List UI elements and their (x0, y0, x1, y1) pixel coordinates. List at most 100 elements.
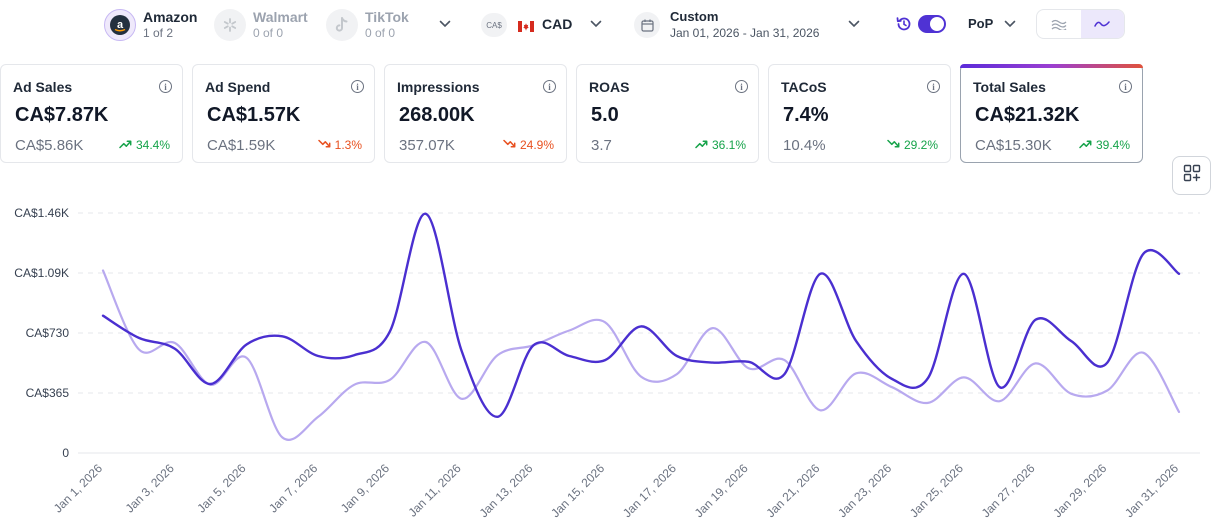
info-icon[interactable]: i (1119, 80, 1132, 93)
metric-change-percent: 24.9% (519, 138, 554, 152)
add-widget-icon (1183, 164, 1201, 187)
x-axis-tick-label: Jan 21, 2026 (763, 461, 822, 520)
chart-style-switch (1036, 9, 1125, 39)
metric-change-percent: 29.2% (903, 138, 938, 152)
x-axis-tick-label: Jan 11, 2026 (405, 461, 464, 520)
metric-change: 29.2% (887, 138, 938, 152)
y-axis-tick-label: CA$365 (26, 386, 70, 400)
metric-previous-value: 10.4% (783, 137, 826, 154)
x-axis-tick-label: Jan 19, 2026 (692, 461, 751, 520)
date-range-label[interactable]: Jan 01, 2026 - Jan 31, 2026 (670, 26, 820, 40)
y-axis-tick-label: CA$1.46K (14, 206, 69, 220)
metric-value: 7.4% (783, 104, 829, 126)
trend-down-icon (317, 138, 331, 152)
x-axis-tick-label: Jan 25, 2026 (907, 461, 966, 520)
trend-up-icon (695, 138, 708, 152)
store-count: 0 of 0 (253, 26, 284, 40)
info-icon[interactable]: i (735, 80, 748, 93)
x-axis-tick-label: Jan 9, 2026 (338, 461, 392, 515)
metric-previous-value: CA$15.30K (975, 137, 1052, 154)
date-dropdown-chevron-icon[interactable] (846, 16, 862, 32)
metric-change: 39.4% (1079, 138, 1130, 152)
metric-value: 5.0 (591, 104, 619, 126)
comparison-period-label[interactable]: PoP (968, 16, 994, 31)
metric-value: CA$7.87K (15, 104, 109, 126)
currency-dropdown-chevron-icon[interactable] (588, 16, 604, 32)
x-axis-tick-label: Jan 1, 2026 (51, 461, 105, 515)
trend-up-icon (119, 138, 132, 152)
line-icon[interactable] (1080, 10, 1124, 38)
toggle-knob (930, 17, 944, 31)
info-icon[interactable]: i (159, 80, 172, 93)
metric-value: 268.00K (399, 104, 475, 126)
history-icon[interactable] (895, 15, 913, 33)
store-amazon[interactable]: a Amazon 1 of 2 (104, 8, 197, 42)
y-axis-tick-label: CA$730 (26, 326, 70, 340)
metric-change: 24.9% (503, 138, 554, 152)
metric-title: Total Sales (973, 79, 1046, 95)
metric-change-percent: 39.4% (1095, 138, 1130, 152)
current-period-series-line (101, 212, 1181, 418)
metric-value: CA$21.32K (975, 104, 1080, 126)
info-icon[interactable]: i (543, 80, 556, 93)
x-axis-tick-label: Jan 27, 2026 (979, 461, 1038, 520)
smooth-area-icon[interactable] (1037, 10, 1081, 38)
add-widget-button[interactable] (1172, 156, 1211, 195)
metric-previous-value: 357.07K (399, 137, 455, 154)
x-axis-tick-label: Jan 7, 2026 (266, 461, 320, 515)
top-bar: a Amazon 1 of 2 Walmart 0 of 0 (0, 0, 1218, 50)
metric-change-percent: 36.1% (711, 138, 746, 152)
metric-title: Impressions (397, 79, 480, 95)
walmart-logo-icon (214, 9, 246, 41)
store-walmart[interactable]: Walmart 0 of 0 (214, 8, 308, 42)
canada-flag-icon (518, 19, 534, 32)
metric-value: CA$1.57K (207, 104, 301, 126)
store-name: TikTok (365, 9, 409, 25)
metric-card-tacos[interactable]: TACoS i 7.4% 10.4% 29.2% (768, 64, 951, 163)
x-axis-tick-label: Jan 13, 2026 (477, 461, 536, 520)
metric-title: Ad Spend (205, 79, 271, 95)
x-axis-tick-label: Jan 3, 2026 (123, 461, 177, 515)
store-name: Amazon (143, 9, 198, 25)
date-preset-label[interactable]: Custom (670, 9, 719, 24)
comparison-dropdown-chevron-icon[interactable] (1002, 16, 1018, 32)
info-icon[interactable]: i (927, 80, 940, 93)
metric-card-ad-sales[interactable]: Ad Sales i CA$7.87K CA$5.86K 34.4% (0, 64, 183, 163)
y-axis-tick-label: 0 (62, 446, 69, 460)
x-axis-tick-label: Jan 31, 2026 (1122, 461, 1181, 520)
metric-previous-value: CA$1.59K (207, 137, 276, 154)
calendar-icon[interactable] (634, 12, 660, 38)
store-dropdown-chevron-icon[interactable] (437, 16, 453, 32)
metric-change: 1.3% (317, 138, 362, 152)
selected-card-indicator (960, 64, 1143, 68)
metric-change: 34.4% (119, 138, 170, 152)
metric-title: ROAS (589, 79, 630, 95)
x-axis-tick-label: Jan 17, 2026 (620, 461, 679, 520)
metric-card-impressions[interactable]: Impressions i 268.00K 357.07K 24.9% (384, 64, 567, 163)
x-axis-tick-label: Jan 29, 2026 (1050, 461, 1109, 520)
metric-change: 36.1% (695, 138, 746, 152)
store-count: 0 of 0 (365, 26, 396, 40)
tiktok-logo-icon (326, 9, 358, 41)
comparison-toggle[interactable] (918, 15, 946, 33)
metric-previous-value: 3.7 (591, 137, 612, 154)
info-icon[interactable]: i (351, 80, 364, 93)
metric-title: Ad Sales (13, 79, 73, 95)
sales-line-chart: 0 CA$365 CA$730 CA$1.09K CA$1.46K Jan 1, 2026… (14, 206, 1200, 520)
currency-label[interactable]: CAD (542, 16, 573, 32)
trend-down-icon (503, 138, 516, 152)
amazon-logo-icon: a (104, 9, 136, 41)
store-tiktok[interactable]: TikTok 0 of 0 (326, 8, 409, 42)
currency-badge: CA$ (481, 13, 507, 37)
x-axis-tick-label: Jan 23, 2026 (835, 461, 894, 520)
metric-card-total-sales[interactable]: Total Sales i CA$21.32K CA$15.30K 39.4% (960, 64, 1143, 163)
store-count: 1 of 2 (143, 26, 174, 40)
trend-up-icon (1079, 138, 1092, 152)
metric-card-ad-spend[interactable]: Ad Spend i CA$1.57K CA$1.59K 1.3% (192, 64, 375, 163)
metric-title: TACoS (781, 79, 827, 95)
x-axis-tick-label: Jan 15, 2026 (548, 461, 607, 520)
previous-period-series-line (101, 269, 1181, 441)
metric-previous-value: CA$5.86K (15, 137, 84, 154)
metric-card-roas[interactable]: ROAS i 5.0 3.7 36.1% (576, 64, 759, 163)
x-axis-tick-label: Jan 5, 2026 (194, 461, 248, 515)
